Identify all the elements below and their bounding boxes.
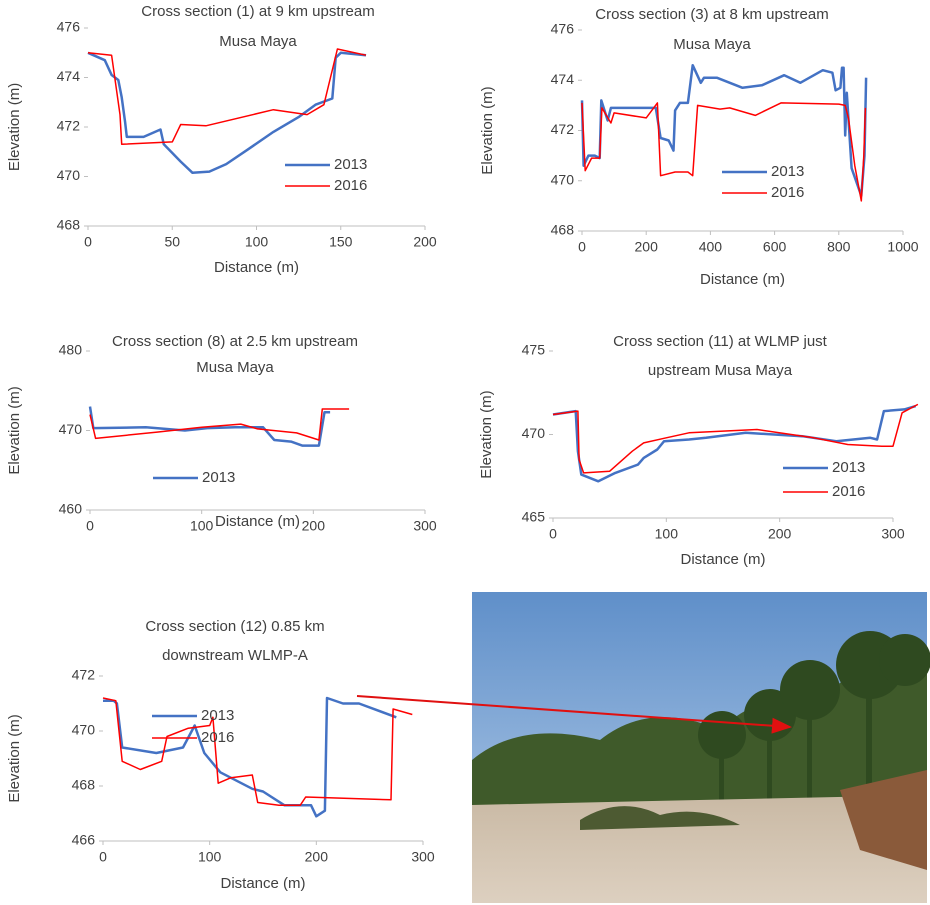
x-tick-label: 200 bbox=[305, 849, 329, 865]
y-tick-label: 470 bbox=[59, 421, 83, 437]
chart-subtitle: Musa Maya bbox=[196, 359, 274, 376]
x-tick-label: 300 bbox=[413, 518, 437, 534]
x-tick-label: 50 bbox=[164, 234, 180, 250]
x-tick-label: 200 bbox=[635, 239, 659, 255]
legend-label: 2013 bbox=[201, 707, 234, 724]
y-axis-label: Elevation (m) bbox=[479, 86, 496, 174]
y-tick-label: 472 bbox=[551, 121, 575, 137]
legend-label: 2016 bbox=[832, 483, 865, 500]
series-line bbox=[552, 404, 917, 483]
series-line bbox=[580, 63, 868, 198]
x-tick-label: 0 bbox=[578, 239, 586, 255]
y-tick-label: 475 bbox=[522, 342, 546, 358]
chart-title: Cross section (1) at 9 km upstream bbox=[141, 3, 374, 20]
x-tick-label: 300 bbox=[411, 849, 435, 865]
x-tick-label: 0 bbox=[99, 849, 107, 865]
y-axis-label: Elevation (m) bbox=[478, 390, 495, 478]
chart-subtitle: Musa Maya bbox=[673, 36, 751, 53]
photo bbox=[472, 592, 930, 903]
y-tick-label: 470 bbox=[522, 425, 546, 441]
photo-bank bbox=[840, 770, 927, 870]
y-tick-label: 468 bbox=[72, 777, 96, 793]
y-tick-label: 460 bbox=[59, 501, 83, 517]
y-tick-label: 472 bbox=[72, 667, 96, 683]
x-tick-label: 800 bbox=[827, 239, 851, 255]
x-tick-label: 200 bbox=[302, 518, 326, 534]
series-line bbox=[103, 696, 397, 818]
series-line bbox=[87, 48, 367, 146]
chart-subtitle: Musa Maya bbox=[219, 33, 297, 50]
x-tick-label: 0 bbox=[549, 526, 557, 542]
series-line bbox=[88, 406, 331, 447]
y-tick-label: 474 bbox=[57, 68, 81, 84]
y-tick-label: 468 bbox=[57, 217, 81, 233]
x-tick-label: 600 bbox=[763, 239, 787, 255]
legend-label: 2016 bbox=[334, 177, 367, 194]
series-line bbox=[102, 697, 413, 806]
y-tick-label: 476 bbox=[551, 21, 575, 37]
x-tick-label: 0 bbox=[84, 234, 92, 250]
legend-label: 2013 bbox=[771, 163, 804, 180]
legend-label: 2013 bbox=[832, 459, 865, 476]
x-tick-label: 400 bbox=[699, 239, 723, 255]
chart-title: Cross section (8) at 2.5 km upstream bbox=[112, 333, 358, 350]
x-axis-label: Distance (m) bbox=[214, 259, 299, 276]
y-tick-label: 474 bbox=[551, 71, 575, 87]
y-tick-label: 480 bbox=[59, 342, 83, 358]
chart-title: Cross section (11) at WLMP just bbox=[613, 333, 828, 350]
x-tick-label: 100 bbox=[198, 849, 222, 865]
y-tick-label: 466 bbox=[72, 832, 96, 848]
x-tick-label: 0 bbox=[86, 518, 94, 534]
y-axis-label: Elevation (m) bbox=[6, 714, 23, 802]
x-axis-label: Distance (m) bbox=[215, 513, 300, 530]
chart-subtitle: upstream Musa Maya bbox=[648, 362, 793, 379]
x-tick-label: 100 bbox=[245, 234, 269, 250]
x-tick-label: 1000 bbox=[887, 239, 918, 255]
y-tick-label: 470 bbox=[551, 171, 575, 187]
x-tick-label: 100 bbox=[655, 526, 679, 542]
chart-title: Cross section (12) 0.85 km bbox=[145, 618, 324, 635]
legend-label: 2016 bbox=[771, 184, 804, 201]
y-tick-label: 470 bbox=[72, 722, 96, 738]
x-tick-label: 200 bbox=[413, 234, 437, 250]
legend-label: 2013 bbox=[202, 469, 235, 486]
y-tick-label: 476 bbox=[57, 19, 81, 35]
legend-label: 2016 bbox=[201, 729, 234, 746]
photo-debris bbox=[580, 806, 740, 830]
x-tick-label: 200 bbox=[768, 526, 792, 542]
x-axis-label: Distance (m) bbox=[220, 875, 305, 892]
y-axis-label: Elevation (m) bbox=[6, 386, 23, 474]
y-tick-label: 465 bbox=[522, 509, 546, 525]
x-tick-label: 100 bbox=[190, 518, 214, 534]
x-axis-label: Distance (m) bbox=[680, 551, 765, 568]
x-tick-label: 150 bbox=[329, 234, 353, 250]
chart-subtitle: downstream WLMP-A bbox=[162, 647, 308, 664]
series-line bbox=[87, 51, 367, 175]
arrow bbox=[356, 695, 792, 734]
y-axis-label: Elevation (m) bbox=[6, 83, 23, 171]
legend-label: 2013 bbox=[334, 156, 367, 173]
series-line bbox=[89, 408, 350, 441]
x-axis-label: Distance (m) bbox=[700, 271, 785, 288]
y-tick-label: 470 bbox=[57, 167, 81, 183]
chart-title: Cross section (3) at 8 km upstream bbox=[595, 6, 828, 23]
y-tick-label: 468 bbox=[551, 222, 575, 238]
x-tick-label: 300 bbox=[881, 526, 905, 542]
y-tick-label: 472 bbox=[57, 118, 81, 134]
series-line bbox=[581, 102, 867, 202]
series-line bbox=[552, 403, 919, 474]
